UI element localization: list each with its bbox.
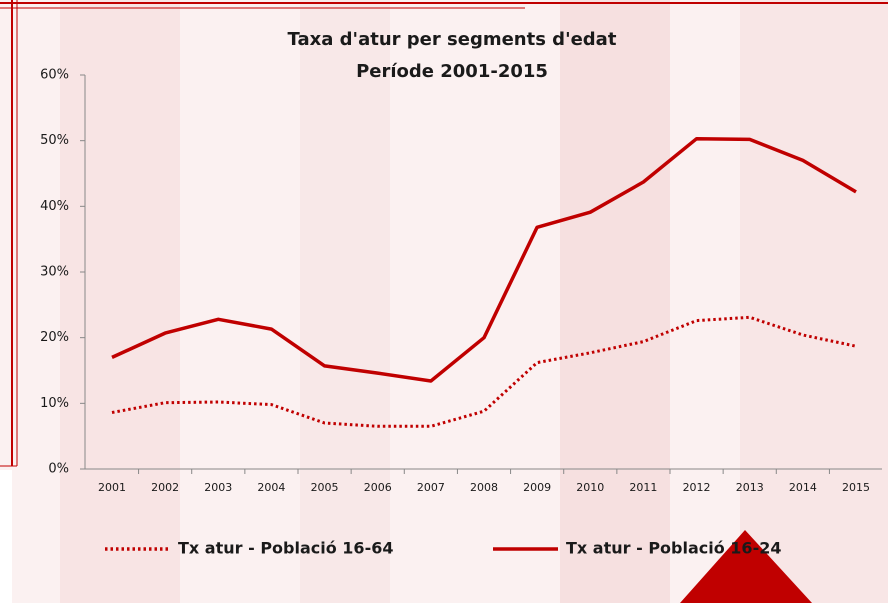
x-tick-label: 2010: [576, 481, 604, 494]
x-tick-label: 2013: [736, 481, 764, 494]
y-tick-label: 40%: [40, 199, 69, 214]
x-tick-label: 2008: [470, 481, 498, 494]
chart-subtitle: Període 2001-2015: [356, 61, 548, 82]
x-tick-label: 2003: [204, 481, 232, 494]
x-tick-label: 2006: [364, 481, 392, 494]
x-tick-label: 2001: [98, 481, 126, 494]
x-tick-label: 2007: [417, 481, 445, 494]
y-tick-label: 0%: [48, 462, 69, 477]
x-tick-label: 2002: [151, 481, 179, 494]
x-tick-label: 2015: [842, 481, 870, 494]
chart-title: Taxa d'atur per segments d'edat: [288, 29, 617, 50]
legend-label: Tx atur - Població 16-24: [566, 539, 781, 558]
x-tick-label: 2011: [629, 481, 657, 494]
x-tick-label: 2014: [789, 481, 817, 494]
x-tick-label: 2005: [311, 481, 339, 494]
y-tick-label: 30%: [40, 265, 69, 280]
y-tick-label: 20%: [40, 330, 69, 345]
legend-label: Tx atur - Població 16-64: [178, 539, 393, 558]
y-tick-label: 50%: [40, 133, 69, 148]
x-tick-label: 2004: [257, 481, 285, 494]
series-line: [111, 136, 857, 383]
y-tick-label: 10%: [40, 396, 69, 411]
decor-triangle: [680, 530, 812, 603]
frame: [0, 0, 888, 467]
y-tick-label: 60%: [40, 68, 69, 83]
x-tick-label: 2009: [523, 481, 551, 494]
x-tick-label: 2012: [683, 481, 711, 494]
series-line: [111, 315, 857, 428]
